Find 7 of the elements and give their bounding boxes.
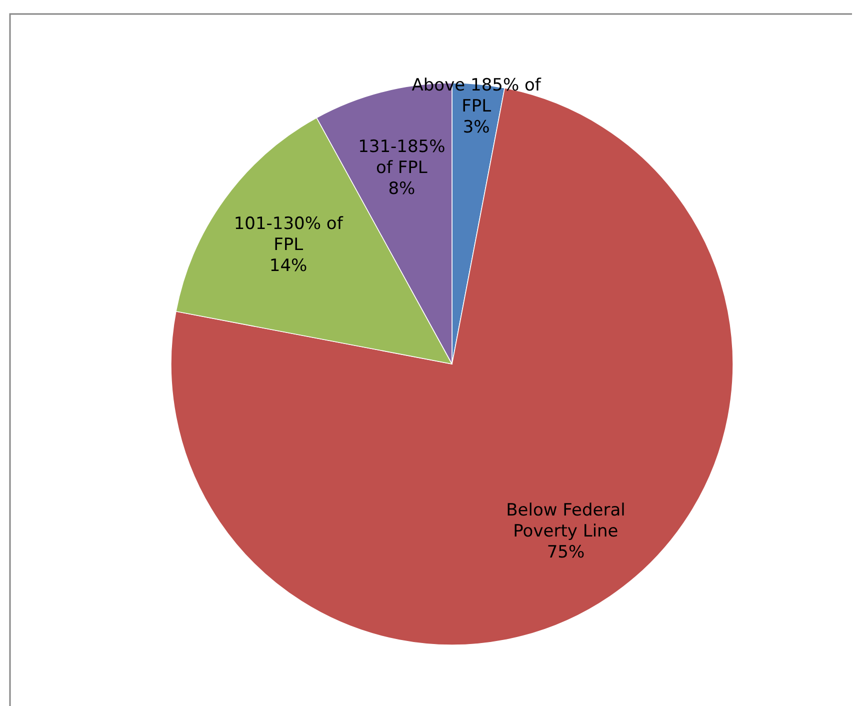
data-label: 3% [462,117,490,138]
data-label: 8% [388,178,416,199]
slice-label: 101-130% of FPL [234,214,344,255]
data-label: 75% [546,542,585,562]
slice-label: 131-185% of FPL [358,136,446,178]
slice-label: Below Federal Poverty Line [506,500,626,541]
data-label: 14% [269,256,308,276]
